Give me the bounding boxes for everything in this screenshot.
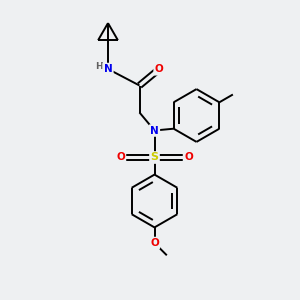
Text: N: N bbox=[103, 64, 112, 74]
Text: S: S bbox=[151, 152, 158, 163]
Text: O: O bbox=[184, 152, 193, 163]
Text: H: H bbox=[95, 62, 103, 71]
Text: N: N bbox=[150, 125, 159, 136]
Text: O: O bbox=[150, 238, 159, 248]
Text: O: O bbox=[154, 64, 164, 74]
Text: O: O bbox=[116, 152, 125, 163]
